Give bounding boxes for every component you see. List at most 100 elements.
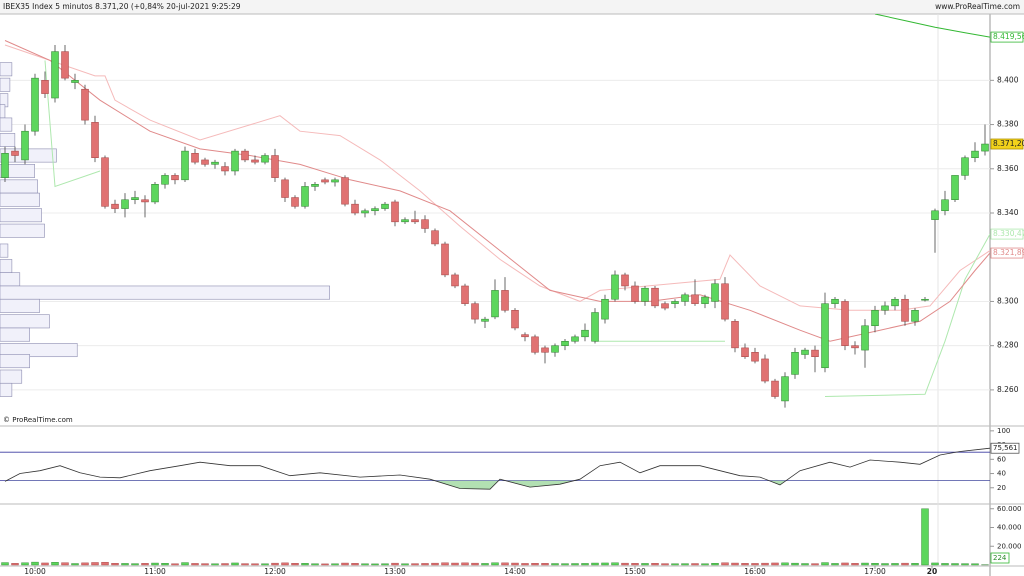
candle-body <box>251 159 259 163</box>
candle-body <box>431 230 439 245</box>
candle-body <box>801 349 809 355</box>
candle-body <box>641 287 649 302</box>
candle-body <box>581 329 589 338</box>
x-tick-label: 17:00 <box>864 567 886 576</box>
candle-body <box>31 77 39 132</box>
volume-profile-bar <box>0 117 13 132</box>
volume-bar <box>751 563 759 566</box>
candle-body <box>141 199 149 203</box>
volume-profile-bar <box>0 354 31 369</box>
volume-bar <box>91 562 99 566</box>
y-tick-label: 40.000 <box>997 524 1022 532</box>
volume-bar <box>721 562 729 566</box>
candle-body <box>201 159 209 165</box>
volume-bar <box>201 563 209 566</box>
candle-body <box>731 321 739 349</box>
candle-body <box>381 203 389 209</box>
volume-profile-bar <box>0 343 78 358</box>
candle-body <box>181 150 189 181</box>
volume-bar <box>731 562 739 566</box>
candle-body <box>841 301 849 346</box>
volume-bar <box>491 562 499 566</box>
volume-bar <box>171 563 179 566</box>
candle-body <box>21 130 29 161</box>
volume-profile-bar <box>0 285 330 300</box>
volume-bar <box>371 563 379 566</box>
volume-bar <box>631 563 639 566</box>
candle-body <box>311 184 319 187</box>
volume-bar <box>681 563 689 566</box>
volume-bar <box>291 563 299 566</box>
candle-body <box>931 210 939 220</box>
overlay-line <box>4 44 990 311</box>
candle-body <box>71 80 79 83</box>
volume-bar <box>421 563 429 566</box>
rsi-tag <box>990 442 1020 454</box>
volume-tag <box>990 552 1010 564</box>
volume-bar <box>531 563 539 566</box>
volume-bar <box>501 562 509 566</box>
candle-body <box>621 274 629 287</box>
volume-bar <box>641 563 649 566</box>
candle-body <box>781 376 789 402</box>
candle-body <box>661 303 669 309</box>
candle-body <box>551 345 559 353</box>
volume-bar <box>691 563 699 566</box>
candle-body <box>221 166 229 172</box>
rsi-line <box>4 447 990 490</box>
volume-bar <box>701 563 709 566</box>
volume-bar <box>31 561 39 566</box>
volume-bar <box>231 562 239 566</box>
price-tag <box>990 31 1024 43</box>
candle-body <box>951 175 959 200</box>
volume-bar <box>71 563 79 566</box>
volume-bar <box>511 562 519 566</box>
candle-body <box>411 219 419 223</box>
volume-bar <box>931 562 939 566</box>
candle-body <box>401 219 409 223</box>
volume-profile-bar <box>0 179 38 194</box>
volume-bar <box>271 562 279 566</box>
candle-body <box>831 298 839 304</box>
candle-body <box>91 122 99 158</box>
y-tick-label: 8.300 <box>997 296 1019 305</box>
candle-body <box>561 340 569 346</box>
volume-bar <box>881 563 889 566</box>
candle-body <box>681 294 689 302</box>
volume-bar <box>911 563 919 566</box>
volume-bar <box>361 563 369 566</box>
candle-body <box>771 380 779 397</box>
candle-body <box>891 298 899 307</box>
candle-body <box>711 283 719 302</box>
volume-bar <box>561 563 569 566</box>
volume-bar <box>221 563 229 566</box>
volume-bar <box>211 563 219 566</box>
volume-bar <box>481 563 489 566</box>
y-tick-label: 100 <box>997 427 1010 435</box>
volume-bar <box>871 563 879 566</box>
candle-body <box>741 347 749 357</box>
volume-bar <box>831 563 839 566</box>
volume-bar <box>841 562 849 566</box>
candle-body <box>911 310 919 322</box>
volume-bar <box>861 562 869 566</box>
volume-bar <box>821 562 829 566</box>
y-tick-label: 8.380 <box>997 120 1019 129</box>
x-tick-label: 10:00 <box>24 567 46 576</box>
candle-body <box>761 358 769 382</box>
candle-body <box>1 153 9 178</box>
candle-body <box>481 318 489 322</box>
y-tick-label: 8.340 <box>997 208 1019 217</box>
price-tag-label: 8.321,89 <box>993 248 1024 257</box>
overlay-line <box>4 40 990 342</box>
candle-body <box>871 310 879 327</box>
x-tick-label: 13:00 <box>384 567 406 576</box>
candle-body <box>521 334 529 338</box>
price-tag-label: 8.330,47 <box>993 229 1024 238</box>
candle-body <box>111 203 119 209</box>
volume-profile-bar <box>0 243 9 258</box>
volume-bar <box>1 562 9 566</box>
chart-title: IBEX35 Index 5 minutos 8.371,20 (+0,84% … <box>3 2 241 11</box>
volume-profile-bar <box>0 382 13 397</box>
